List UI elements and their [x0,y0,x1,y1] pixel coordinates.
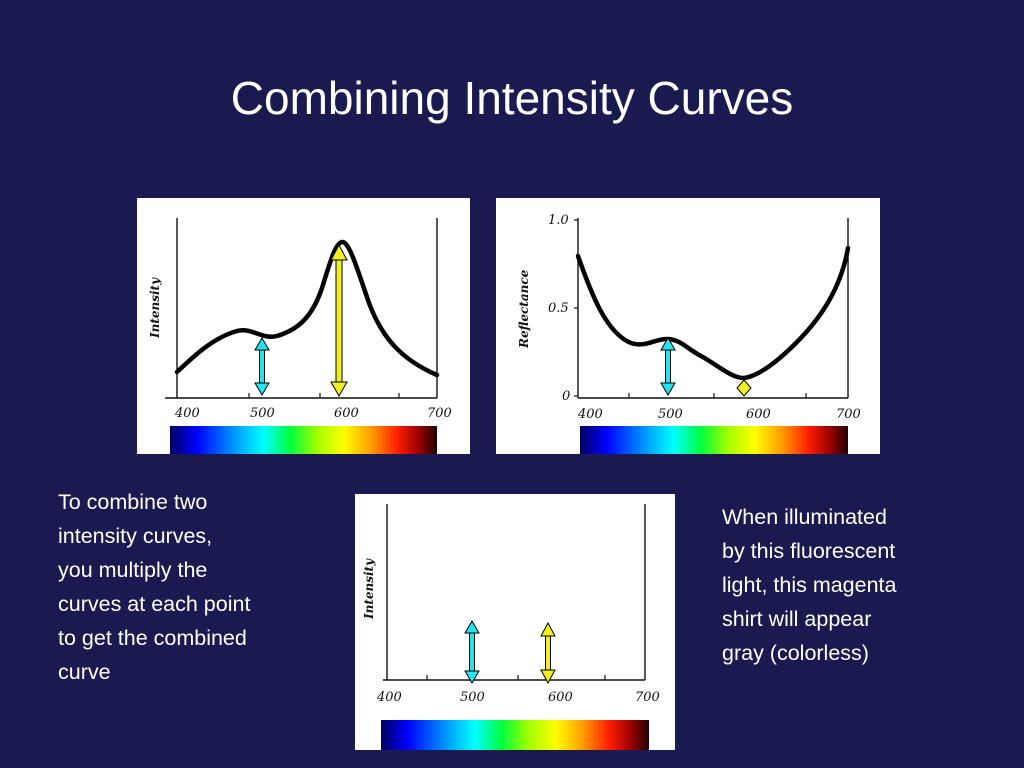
y-tick-label: 0.5 [548,301,569,316]
light-intensity-chart: Intensity 400 500 600 700 [137,198,470,454]
y-axis-label: Intensity [362,558,376,620]
light-curve [174,239,440,378]
x-tick-label: 700 [836,407,861,422]
x-tick-label: 700 [635,690,660,705]
x-tick-label: 400 [577,407,603,422]
cyan-arrow [660,337,676,396]
x-tick-label: 500 [460,690,485,705]
x-tick-label: 500 [658,407,683,422]
y-tick-label: 1.0 [548,213,569,228]
left-explanation-text: To combine two intensity curves, you mul… [58,490,251,684]
x-tick-label: 600 [746,407,771,422]
spectrum-bar [381,720,649,750]
reflectance-curve [575,245,851,381]
y-tick-label: 0 [562,389,570,404]
x-tick-label: 600 [334,406,359,421]
x-tick-label: 600 [548,690,573,705]
x-tick-label: 400 [376,690,402,705]
cyan-arrow [254,337,270,396]
x-tick-label: 500 [250,406,275,421]
yellow-arrow [736,379,752,397]
cyan-arrow [464,620,480,684]
spectrum-bar [170,426,437,454]
yellow-arrow [330,243,348,398]
spectrum-bar [580,426,848,454]
y-axis-label: Reflectance [517,269,531,349]
reflectance-chart: 1.0 0.5 0 Reflectance 400 500 600 700 [496,198,880,454]
y-axis-label: Intensity [148,277,162,339]
slide-title: Combining Intensity Curves [230,72,794,124]
right-explanation-text: When illuminated by this fluorescent lig… [722,505,897,665]
combined-intensity-chart: Intensity 400 500 600 700 [355,494,675,750]
x-tick-label: 700 [427,406,452,421]
x-tick-label: 400 [174,406,200,421]
yellow-arrow [540,621,556,685]
